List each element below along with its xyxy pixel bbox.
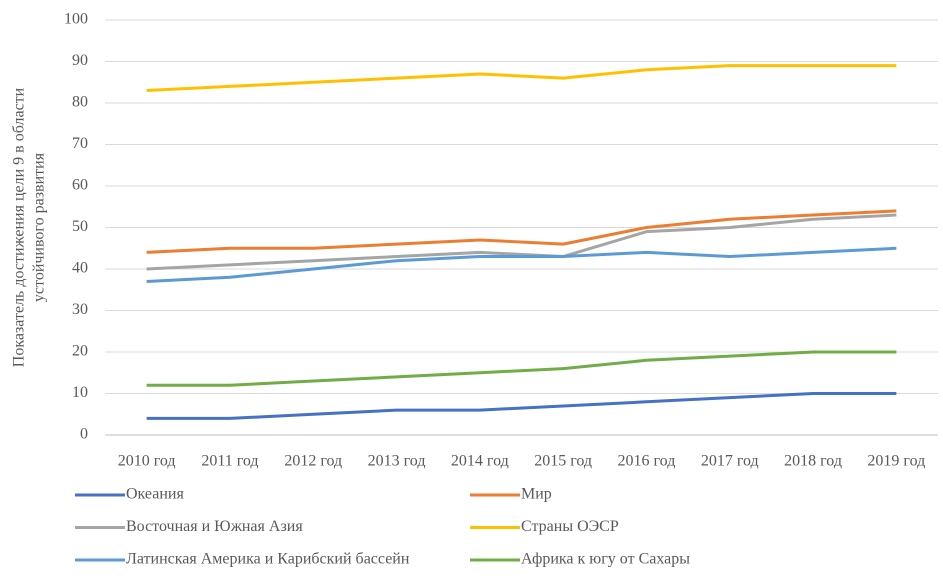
series-line xyxy=(146,213,897,271)
y-tick-label: 100 xyxy=(64,11,88,28)
y-tick-label: 40 xyxy=(72,260,88,277)
legend-label: Латинская Америка и Карибский бассейн xyxy=(126,551,410,568)
x-tick-label: 2010 год xyxy=(118,453,176,470)
y-tick-label: 80 xyxy=(72,94,88,111)
y-tick-label: 70 xyxy=(72,135,88,152)
y-tick-label: 30 xyxy=(72,301,88,318)
series-line xyxy=(146,350,897,387)
series-line xyxy=(146,246,897,283)
y-axis-label: Показатель достижения цели 9 в области xyxy=(11,87,28,367)
y-tick-label: 50 xyxy=(72,218,88,235)
series-line xyxy=(146,64,897,93)
series-line xyxy=(146,392,897,420)
legend-label: Мир xyxy=(521,486,552,503)
series-line xyxy=(146,209,897,254)
x-tick-label: 2015 год xyxy=(534,453,592,470)
x-tick-label: 2016 год xyxy=(618,453,676,470)
legend-label: Восточная и Южная Азия xyxy=(126,518,303,535)
x-tick-label: 2017 год xyxy=(701,453,759,470)
y-tick-label: 10 xyxy=(72,384,88,401)
x-tick-label: 2013 год xyxy=(368,453,426,470)
y-tick-label: 0 xyxy=(80,426,88,443)
y-tick-label: 20 xyxy=(72,343,88,360)
y-tick-label: 60 xyxy=(72,177,88,194)
x-tick-label: 2014 год xyxy=(451,453,509,470)
legend-label: Африка к югу от Сахары xyxy=(521,551,690,568)
x-tick-label: 2018 год xyxy=(784,453,842,470)
x-tick-label: 2019 год xyxy=(867,453,925,470)
x-tick-label: 2012 год xyxy=(284,453,342,470)
y-axis-label: устойчивого развития xyxy=(31,152,48,302)
y-tick-label: 90 xyxy=(72,52,88,69)
x-tick-label: 2011 год xyxy=(201,453,258,470)
legend-label: Океания xyxy=(126,486,184,503)
legend-label: Страны ОЭСР xyxy=(521,518,619,535)
